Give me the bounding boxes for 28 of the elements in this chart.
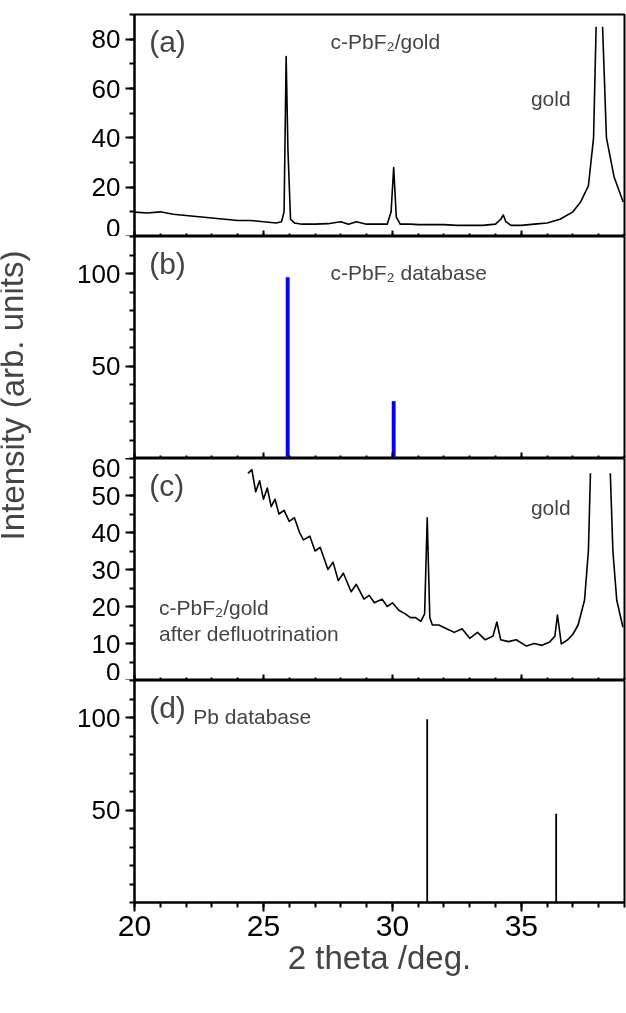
y-tick-label: 60	[91, 73, 121, 104]
y-tick-label: 0	[106, 656, 121, 687]
y-tick-label: 20	[91, 172, 121, 203]
y-tick-label: 100	[77, 258, 121, 289]
chart-title: (d)	[149, 690, 186, 724]
annotation: gold	[530, 87, 571, 111]
y-tick-label: 50	[91, 480, 121, 511]
y-tick-label: 100	[77, 702, 121, 733]
annotation: c-PbF₂ database	[330, 260, 487, 284]
annotation: Pb database	[193, 704, 312, 728]
x-tick-label: 25	[246, 908, 281, 942]
x-tick-label: 35	[504, 908, 539, 942]
y-tick-label: 30	[91, 554, 121, 585]
y-tick-label: 50	[91, 795, 121, 825]
annotation: c-PbF₂/gold	[330, 29, 441, 53]
y-tick-label: 10	[91, 628, 121, 659]
y-tick-label: 0	[106, 212, 121, 243]
y-tick-label: 40	[91, 517, 121, 548]
annotation: c-PbF₂/gold after defluotrination	[159, 596, 339, 645]
chart-title: (c)	[149, 468, 185, 502]
chart-title: (a)	[149, 24, 186, 58]
chart-title: (b)	[149, 246, 186, 280]
y-tick-label: 50	[91, 351, 121, 381]
annotation: gold	[530, 495, 571, 519]
y-tick-label: 80	[91, 24, 121, 55]
y-tick-label: 20	[91, 591, 121, 622]
y-tick-label: 40	[91, 122, 121, 153]
y-tick-label: 60	[91, 452, 121, 483]
